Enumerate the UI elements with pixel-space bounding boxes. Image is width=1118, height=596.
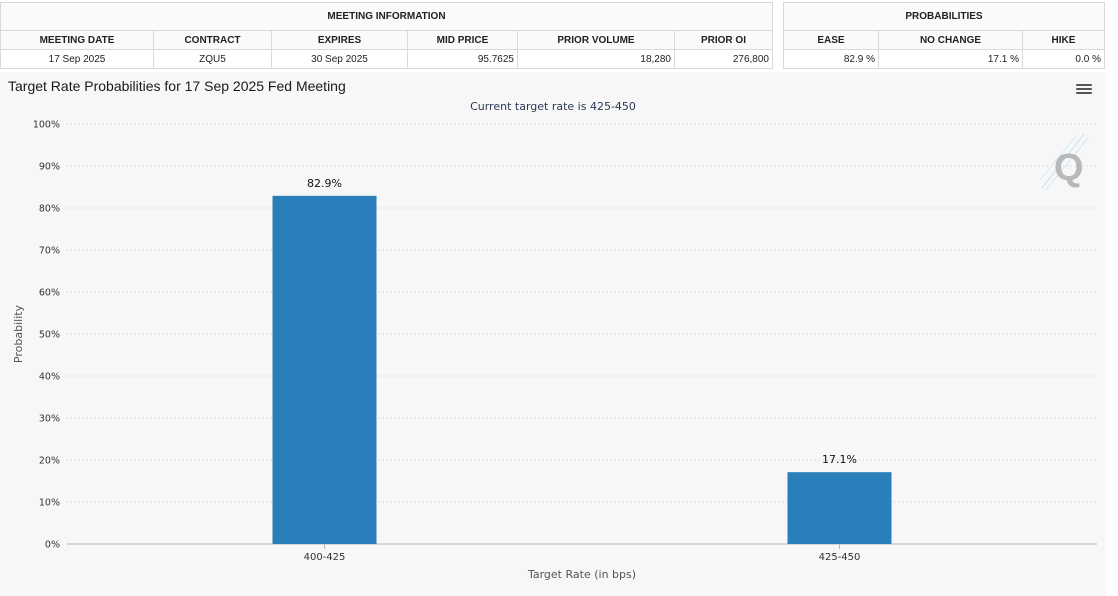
y-axis-title: Probability bbox=[12, 304, 25, 363]
x-axis-title: Target Rate (in bps) bbox=[527, 568, 636, 581]
ease-value: 82.9 % bbox=[783, 49, 879, 69]
data-label: 82.9% bbox=[307, 177, 342, 190]
expires-value: 30 Sep 2025 bbox=[271, 49, 408, 69]
col-ease: EASE bbox=[783, 30, 879, 50]
y-tick-label: 60% bbox=[39, 288, 60, 299]
table-row: 17 Sep 2025 ZQU5 30 Sep 2025 95.7625 18,… bbox=[0, 49, 773, 69]
prior-volume-value: 18,280 bbox=[517, 49, 675, 69]
contract-value: ZQU5 bbox=[153, 49, 272, 69]
meeting-information-title: MEETING INFORMATION bbox=[0, 2, 773, 31]
bar bbox=[272, 195, 377, 544]
col-no-change: NO CHANGE bbox=[878, 30, 1023, 50]
prior-oi-value: 276,800 bbox=[674, 49, 773, 69]
col-mid-price: MID PRICE bbox=[407, 30, 518, 50]
y-tick-label: 80% bbox=[39, 204, 60, 215]
y-tick-label: 90% bbox=[39, 162, 60, 173]
x-tick-label: 425-450 bbox=[819, 552, 861, 563]
y-tick-label: 10% bbox=[39, 498, 60, 509]
chart-subtitle: Current target rate is 425-450 bbox=[470, 100, 636, 113]
col-contract: CONTRACT bbox=[153, 30, 272, 50]
hamburger-menu-icon[interactable] bbox=[1075, 82, 1093, 98]
y-tick-label: 20% bbox=[39, 456, 60, 467]
col-meeting-date: MEETING DATE bbox=[0, 30, 154, 50]
svg-text:Q: Q bbox=[1054, 147, 1084, 189]
bar bbox=[787, 472, 892, 544]
y-tick-label: 0% bbox=[45, 540, 60, 551]
chart-panel: 0% 10% 20% 30% 40% 50% 60% 70% 80% 90% 100% 82.9% 40… bbox=[0, 72, 1106, 596]
bar-chart: 0% 10% 20% 30% 40% 50% 60% 70% 80% 90% 100% 82.9% 40… bbox=[12, 120, 1097, 581]
meeting-information-table: MEETING INFORMATION MEETING DATE CONTRAC… bbox=[0, 2, 773, 69]
col-prior-volume: PRIOR VOLUME bbox=[517, 30, 675, 50]
y-tick-label: 40% bbox=[39, 372, 60, 383]
no-change-value: 17.1 % bbox=[878, 49, 1023, 69]
x-tick-label: 400-425 bbox=[304, 552, 346, 563]
q-logo-icon: Q bbox=[1040, 133, 1089, 191]
table-row: 82.9 % 17.1 % 0.0 % bbox=[783, 49, 1105, 69]
probabilities-title: PROBABILITIES bbox=[783, 2, 1105, 31]
chart-title: Target Rate Probabilities for 17 Sep 202… bbox=[8, 78, 346, 94]
mid-price-value: 95.7625 bbox=[407, 49, 518, 69]
meeting-date-value: 17 Sep 2025 bbox=[0, 49, 154, 69]
col-hike: HIKE bbox=[1022, 30, 1105, 50]
hike-value: 0.0 % bbox=[1022, 49, 1105, 69]
col-expires: EXPIRES bbox=[271, 30, 408, 50]
y-tick-label: 100% bbox=[33, 120, 60, 131]
y-tick-label: 50% bbox=[39, 330, 60, 341]
data-label: 17.1% bbox=[822, 453, 857, 466]
y-tick-label: 30% bbox=[39, 414, 60, 425]
col-prior-oi: PRIOR OI bbox=[674, 30, 773, 50]
y-tick-label: 70% bbox=[39, 246, 60, 257]
probabilities-table: PROBABILITIES EASE NO CHANGE HIKE 82.9 %… bbox=[783, 2, 1105, 69]
